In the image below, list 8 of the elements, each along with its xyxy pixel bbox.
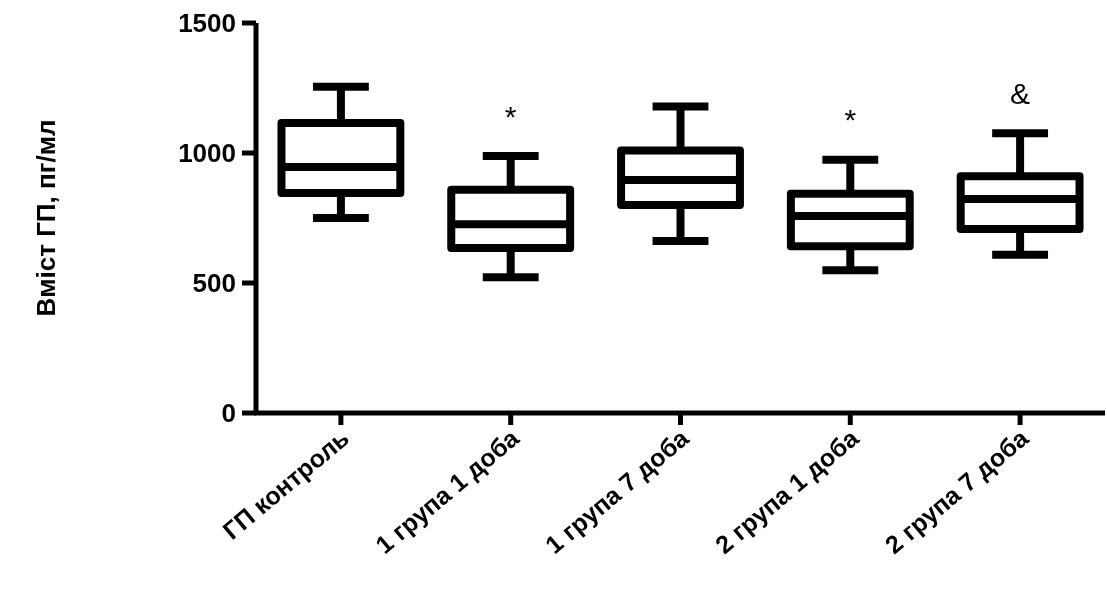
y-axis-title: Вміст ГП, пг/мл — [31, 119, 61, 317]
y-tick-label: 1500 — [178, 8, 236, 39]
y-tick-label: 500 — [192, 268, 236, 299]
y-tick-label: 1000 — [178, 138, 236, 169]
annotation: & — [1010, 76, 1031, 110]
y-tick-label: 0 — [221, 398, 236, 429]
annotation: * — [844, 103, 857, 137]
annotation: * — [504, 99, 517, 133]
